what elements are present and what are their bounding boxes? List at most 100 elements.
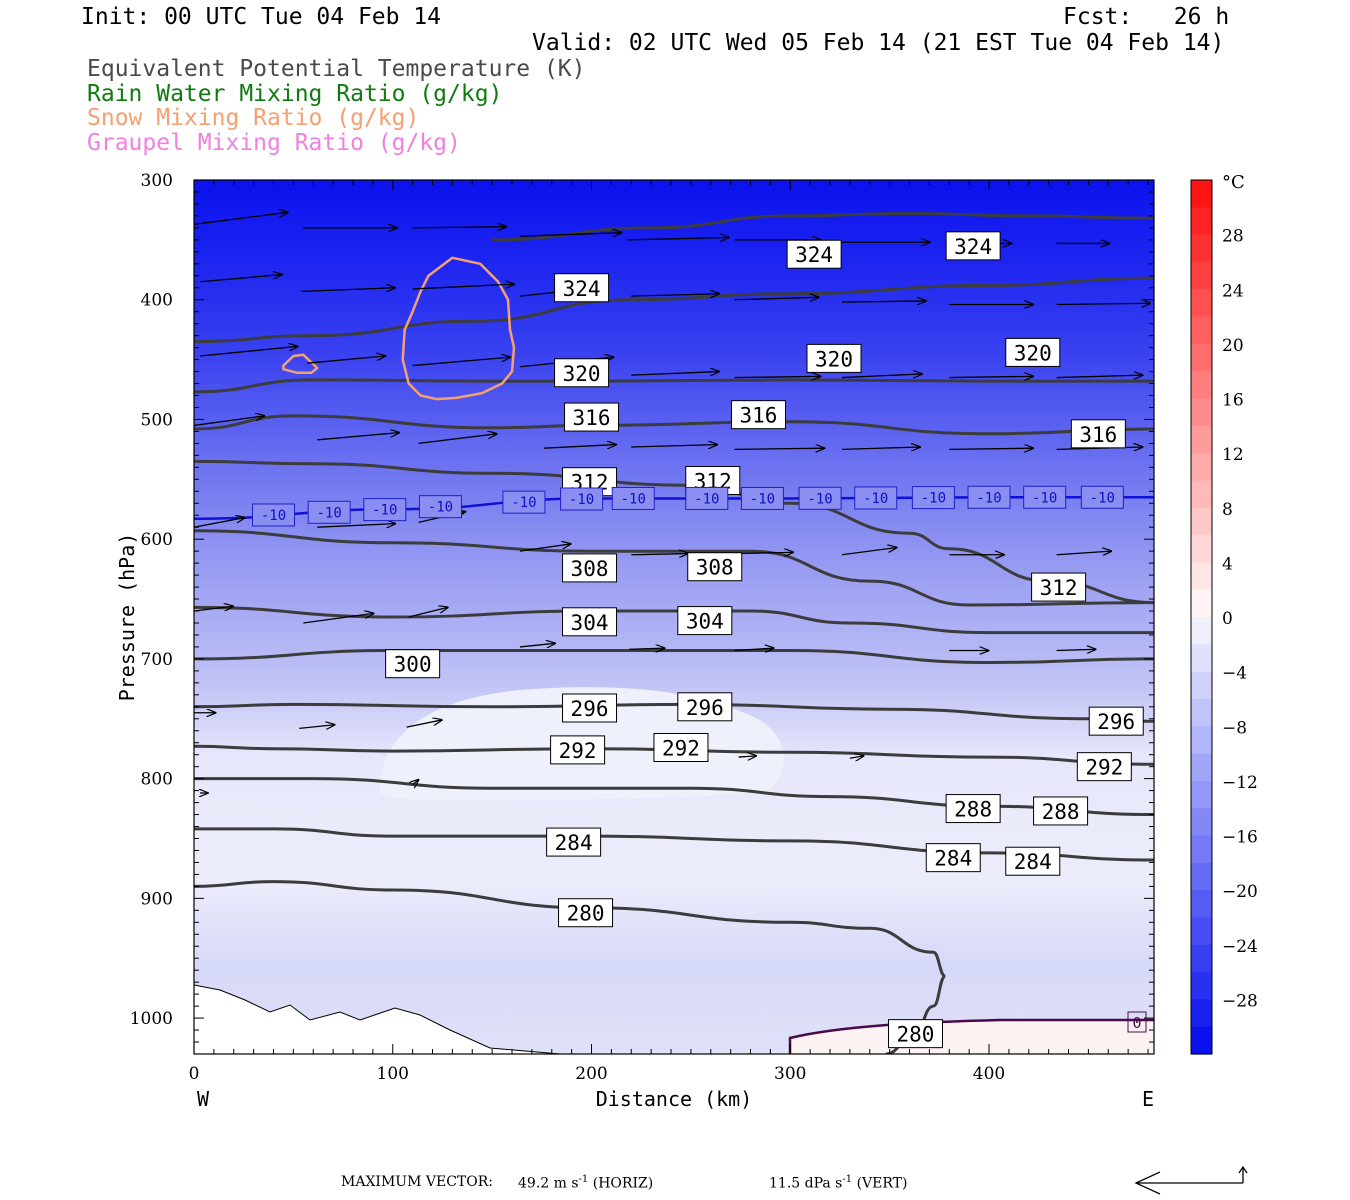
colorbar-swatch [1191,644,1212,673]
wind-vector [734,297,819,299]
contour-label: 292 [559,739,597,763]
colorbar-swatch [1191,671,1212,700]
colorbar-label: 12 [1222,445,1244,465]
theta-e-contour-316 [194,414,1154,436]
wind-vector [849,756,864,758]
theta-e-contour-292 [194,744,1154,766]
contour-label: 288 [1042,800,1080,824]
init-time: Init: 00 UTC Tue 04 Feb 14 [81,4,442,30]
theta-e-contour-324 [194,276,1154,344]
colorbar-swatch [1191,808,1212,837]
field-legend-snow: Snow Mixing Ratio (g/kg) [87,105,420,131]
contour-label-box [945,794,1001,824]
theta-e-contour-300 [194,648,1154,665]
x-tick-label: 0 [189,1064,200,1084]
contour-label: 324 [954,235,992,259]
axis-ticks [193,180,1154,1055]
colorbar-label: −20 [1222,882,1258,902]
vert-exponent: -1 [842,1174,853,1185]
contour-label-box [562,553,618,583]
y-tick-label: 300 [141,171,173,191]
contour-label: 284 [555,831,593,855]
contour-label-box [730,400,786,430]
snow-contour-1 [401,256,516,401]
colorbar-swatch [1191,207,1212,236]
colorbar-swatch [1191,835,1212,864]
colorbar-label: −24 [1222,937,1258,957]
wind-vector [519,233,621,237]
isotherm-label-box [854,486,898,510]
contour-label: 300 [394,653,432,677]
colorbar-swatch [1191,1026,1212,1055]
colorbar-label: −8 [1222,718,1247,738]
contour-label: 304 [686,610,724,634]
contour-label-box [925,843,981,873]
colorbar-label: −12 [1222,773,1258,793]
contour-label: 324 [563,277,601,301]
colorbar-swatch [1191,890,1212,919]
contour-label-box [677,692,733,722]
x-tick-label: 300 [774,1064,806,1084]
contour-label-box [546,827,602,857]
x-tick-labels: 0 100 200 300 400 [189,1064,1006,1084]
zero-isotherm [788,1018,1154,1054]
colorbar-swatch [1191,289,1212,318]
colorbar-label: −4 [1222,664,1247,684]
contour-label-box [1005,337,1061,367]
contour-label-box [786,239,842,269]
contour-label-box [806,343,862,373]
contour-label-box [558,898,614,928]
wind-vector [631,445,717,447]
contour-label: 292 [1085,756,1123,780]
contour-label-box [550,735,606,765]
wind-vector [629,648,664,649]
theta-e-contour-328 [492,211,1154,242]
colorbar-swatch [1191,480,1212,509]
y-tick-label: 800 [141,770,173,790]
horiz-tag: (HORIZ) [592,1175,654,1192]
horiz-unit: m s [553,1175,579,1192]
isotherm-label: -10 [428,500,453,516]
y-tick-label: 600 [141,530,173,550]
field-legend-graupel: Graupel Mixing Ratio (g/kg) [87,130,461,156]
colorbar-unit: °C [1222,172,1245,193]
isotherm-label-box [252,503,296,527]
isotherm-label: -10 [1090,490,1115,506]
wind-vector [841,301,926,302]
theta-e-contour-284 [194,827,1154,862]
colorbar-swatch [1191,589,1212,618]
isotherm-label-box [502,490,546,514]
colorbar-label: −16 [1222,828,1258,848]
contour-label-box [1088,706,1144,736]
vert-value: 11.5 [769,1175,801,1192]
y-tick-labels: 300 400 500 600 700 800 900 1000 [130,171,173,1029]
contour-label-box [687,552,743,582]
wind-vector [631,294,719,296]
contour-label: 284 [934,847,972,871]
contour-label: 320 [815,347,853,371]
wind-vector [1056,375,1143,377]
x-axis-west-label: W [197,1087,210,1111]
wind-vector [194,416,264,427]
isotherm-label: -10 [261,508,286,524]
isotherm-label: -10 [807,491,832,507]
colorbar-swatch [1191,862,1212,891]
isotherm-label-box [363,498,407,522]
isotherm-label: -10 [621,491,646,507]
colorbar-swatch [1191,780,1212,809]
temperature-colorbar [1190,179,1213,1055]
isotherm-label: -10 [317,505,342,521]
max-vector-horiz: 49.2 m s-1 (HORIZ) [518,1174,653,1192]
wind-vector [194,606,233,612]
isotherm-label: -10 [372,503,397,519]
contour-label-box [677,606,733,636]
plot-frame [193,179,1155,1055]
contour-label-box [653,733,709,763]
colorbar-swatch [1191,726,1212,755]
wind-vector [406,720,442,728]
isotherm-label: -10 [569,492,594,508]
colorbar-swatch [1191,753,1212,782]
wind-vector [734,376,821,377]
contour-label: 288 [954,798,992,822]
wind-vector [1056,303,1151,304]
